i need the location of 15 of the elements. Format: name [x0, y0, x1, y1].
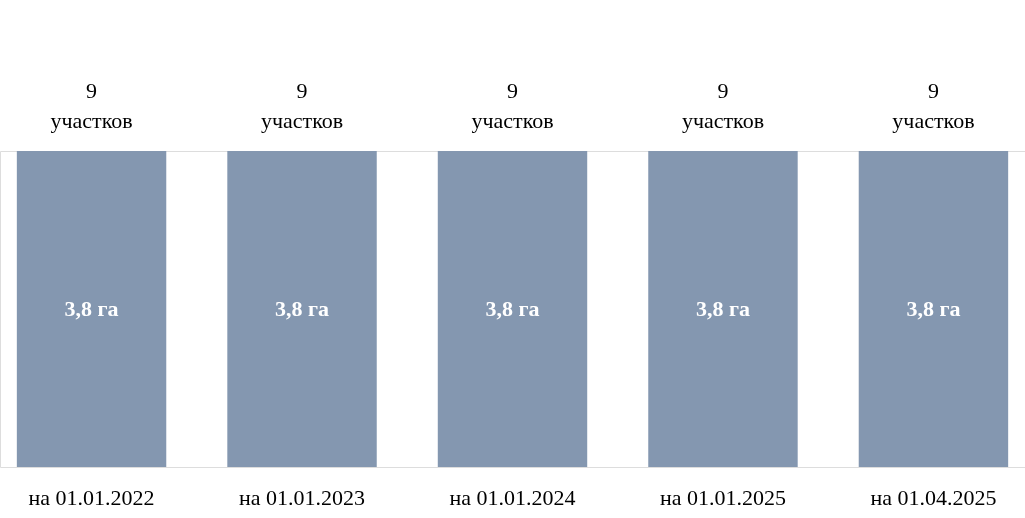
- x-tick-label: на 01.04.2025: [870, 484, 997, 510]
- x-tick-label: на 01.01.2025: [659, 484, 786, 510]
- annotation: 9 участков: [471, 78, 554, 133]
- data-label: 3,8 га: [695, 296, 750, 321]
- annotation: 9 участков: [892, 78, 975, 133]
- x-tick-label: на 01.01.2024: [449, 484, 576, 510]
- data-label: 3,8 га: [275, 296, 330, 321]
- data-label: 3,8 га: [485, 296, 540, 321]
- annotation: 9 участков: [260, 78, 344, 133]
- annotation: 9 участков: [50, 78, 133, 133]
- x-tick-label: на 01.01.2022: [28, 484, 155, 510]
- data-label: 3,8 га: [64, 296, 119, 321]
- x-tick-label: на 01.01.2023: [239, 484, 366, 510]
- data-label: 3,8 га: [906, 296, 961, 321]
- annotation: 9 участков: [681, 78, 765, 133]
